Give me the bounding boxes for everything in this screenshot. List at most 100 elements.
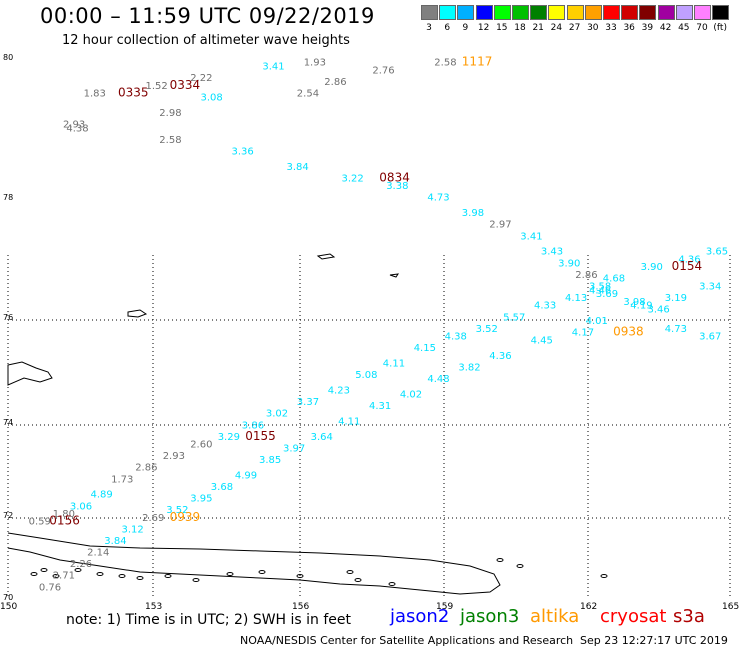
legend-swatch	[439, 5, 457, 20]
wave-height-value: 3.06	[70, 501, 92, 512]
island	[388, 582, 396, 586]
legend-swatch	[694, 5, 711, 20]
wave-height-value: 2.93	[63, 119, 85, 130]
island	[164, 574, 172, 578]
wave-height-value: 4.99	[235, 470, 257, 481]
legend-label: 36	[623, 23, 635, 33]
wave-height-value: 2.22	[190, 73, 212, 84]
wave-height-value: 2.86	[135, 463, 157, 474]
wave-height-value: 4.46	[589, 285, 611, 296]
island	[192, 578, 200, 582]
legend-swatch	[548, 5, 566, 20]
wave-height-value: 4.89	[91, 490, 113, 501]
wave-height-value: 4.36	[489, 351, 511, 362]
wave-height-value: 2.58	[159, 135, 181, 146]
wave-height-value: 4.48	[427, 374, 449, 385]
wave-height-value: 2.69	[142, 513, 164, 524]
legend-label: 30	[587, 23, 599, 33]
wave-height-value: 2.76	[372, 65, 394, 76]
footer-note: note: 1) Time is in UTC; 2) SWH is in fe…	[66, 612, 352, 628]
wave-height-value: 1.73	[111, 474, 133, 485]
island	[346, 570, 354, 574]
coastline-segment	[389, 273, 400, 278]
wave-height-value: 3.52	[166, 505, 188, 516]
island	[118, 574, 126, 578]
satellite-jason3: jason3	[460, 606, 520, 627]
legend-swatch	[584, 5, 602, 20]
longitude-tick: 153	[145, 602, 162, 612]
wave-height-value: 3.97	[283, 443, 305, 454]
legend-label: 42	[659, 23, 672, 33]
longitude-tick: 162	[580, 602, 597, 612]
island	[40, 568, 48, 572]
footer-credit: NOAA/NESDIS Center for Satellite Applica…	[240, 634, 574, 647]
legend-label: 39	[641, 23, 654, 33]
wave-height-value: 3.29	[218, 432, 240, 443]
island	[52, 574, 60, 578]
wave-height-value: 3.98	[623, 297, 645, 308]
satellite-s3a: s3a	[673, 606, 705, 627]
wave-height-value: 0.76	[39, 582, 61, 593]
legend-label: 12	[477, 23, 490, 33]
coastline-segment	[7, 361, 53, 386]
wave-height-value: 3.65	[706, 247, 728, 258]
wave-height-value: 4.11	[338, 416, 360, 427]
wave-height-value: 3.85	[259, 455, 281, 466]
legend-swatch	[603, 5, 620, 20]
legend-label: 70	[696, 23, 708, 33]
pass-time-label: 0334	[170, 78, 201, 92]
graticule	[7, 255, 731, 598]
wave-height-value: 3.90	[641, 262, 663, 273]
chart-subtitle: 12 hour collection of altimeter wave hei…	[62, 33, 350, 48]
wave-height-value: 4.38	[445, 332, 467, 343]
wave-height-value: 1.83	[84, 89, 106, 100]
wave-height-value: 3.43	[541, 247, 563, 258]
wave-height-value: 2.58	[434, 58, 456, 69]
pass-time-label: 0938	[613, 325, 644, 339]
wave-height-value: 2.98	[159, 108, 181, 119]
wave-height-value: 3.02	[266, 409, 288, 420]
wave-height-value: 3.41	[520, 231, 542, 242]
wave-height-value: 3.82	[458, 362, 480, 373]
pass-time-label: 0939	[170, 510, 201, 524]
satellite-cryosat: cryosat	[600, 606, 667, 627]
longitude-tick: 159	[436, 602, 453, 612]
pass-time-label: 0156	[49, 514, 80, 528]
wave-height-value: 4.02	[400, 389, 422, 400]
wave-height-value: 2.71	[53, 571, 75, 582]
wave-height-value: 4.13	[565, 293, 587, 304]
wave-height-value: 4.38	[66, 123, 88, 134]
legend-swatch	[512, 5, 529, 20]
pass-time-label: 0154	[672, 259, 703, 273]
wave-height-value: 2.86	[324, 77, 346, 88]
wave-height-value: 2.93	[163, 451, 185, 462]
wave-height-value: 3.58	[589, 281, 611, 292]
legend-label: 3	[426, 23, 432, 33]
wave-height-value: 3.98	[462, 208, 484, 219]
island	[600, 574, 608, 578]
wave-height-value: 2.97	[489, 220, 511, 231]
wave-height-value: 4.01	[586, 316, 608, 327]
latitude-tick: 70	[3, 593, 13, 602]
pass-time-label: 0335	[118, 86, 149, 100]
wave-height-value: 4.36	[678, 254, 700, 265]
wave-height-value: 3.36	[232, 146, 254, 157]
wave-height-value: 5.08	[355, 370, 377, 381]
wave-height-value: 3.46	[648, 305, 670, 316]
coastline	[7, 253, 608, 595]
island	[226, 572, 234, 576]
wave-height-value: 3.12	[122, 524, 144, 535]
island	[354, 578, 362, 582]
legend-label: 45	[678, 23, 690, 33]
island	[496, 558, 504, 562]
latitude-tick: 76	[3, 313, 13, 322]
chart-title: 00:00 – 11:59 UTC 09/22/2019	[40, 4, 375, 28]
wave-height-value: 5.57	[503, 312, 525, 323]
longitude-tick: 156	[292, 602, 309, 612]
satellite-altika: altika	[530, 606, 580, 627]
wave-height-value: 3.37	[297, 397, 319, 408]
island	[258, 570, 266, 574]
legend-swatch	[493, 5, 511, 20]
wave-height-value: 3.22	[342, 173, 364, 184]
